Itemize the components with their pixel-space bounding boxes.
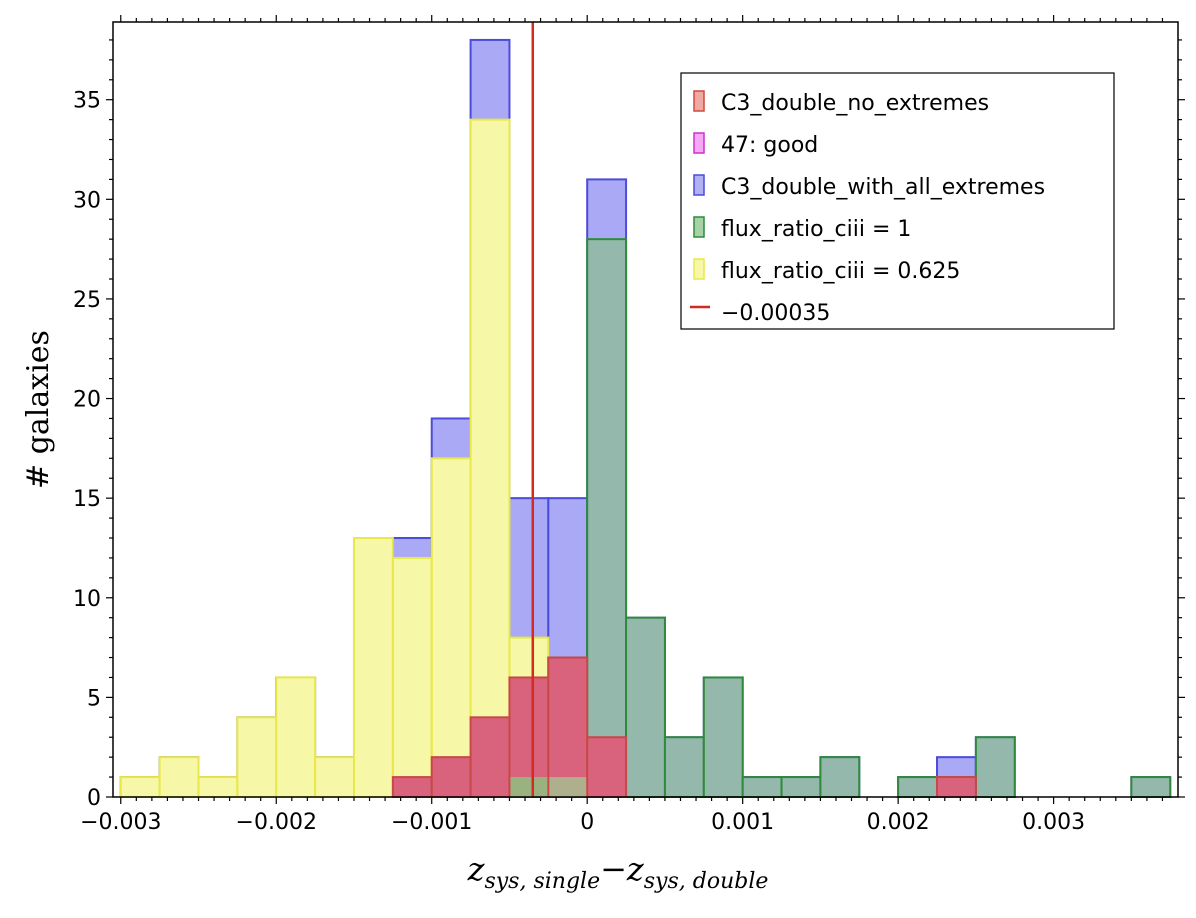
overlap-fill-1 [549,777,587,797]
bar-2-3 [625,616,666,798]
bar-3-0 [391,776,433,799]
overlap-fill-0 [510,777,548,797]
x-label-minus: − [600,850,627,888]
legend-label-2: C3_double_with_all_extremes [721,175,1045,200]
bar-1-4 [275,676,317,798]
y-tick-label: 30 [73,188,101,213]
x-label-sub1: sys, single [484,869,600,894]
bar-1-2 [197,776,239,799]
legend-swatch-0 [693,90,705,112]
bar-3-3 [508,676,550,798]
plot-frame [112,21,1179,798]
bar-2-7 [780,776,822,799]
x-tick-label: −0.001 [391,810,472,835]
bar-2-6 [741,776,783,799]
bar-1-9 [469,118,511,798]
y-tick-label: 5 [87,686,101,711]
bar-2-9 [897,776,939,799]
bar-3-2 [469,716,511,798]
legend-label-4: flux_ratio_ciii = 0.625 [721,259,960,284]
legend-label-5: −0.00035 [721,301,830,326]
bar-1-0 [119,776,161,799]
legend-label-0: C3_double_no_extremes [721,91,989,116]
x-tick-label: −0.002 [236,810,317,835]
legend-swatch-1 [693,132,705,154]
y-tick-label: 20 [73,388,101,413]
bar-3-6 [936,776,977,799]
y-tick-label: 15 [73,487,101,512]
bar-3-5 [586,736,628,799]
legend: C3_double_no_extremes 47: good C3_double_w… [680,72,1115,330]
bar-3-1 [430,756,472,798]
legend-label-1: 47: good [721,133,818,158]
bar-1-1 [158,756,200,798]
bar-2-11 [974,736,1016,799]
bar-2-4 [663,736,705,799]
legend-swatch-2 [693,174,705,196]
x-label-z2: z [626,850,645,888]
bar-1-7 [391,556,433,799]
bar-2-12 [1130,776,1172,799]
x-axis-label: zsys, single−zsys, double [467,850,769,894]
x-tick-label: 0.001 [711,810,774,835]
x-tick-label: 0.003 [1022,810,1085,835]
x-tick-label: 0.002 [867,810,930,835]
bar-1-6 [352,537,394,798]
y-tick-label: 35 [73,89,101,114]
x-label-z1: z [467,850,486,888]
legend-swatch-3 [693,216,705,238]
legend-box [680,72,1115,330]
bar-2-5 [702,676,744,798]
x-axis: −0.003 −0.002 −0.001 0 0.001 0.002 0.003 [80,15,1164,835]
bar-1-8 [430,457,472,798]
y-tick-label: 25 [73,288,101,313]
bar-2-2 [586,238,628,799]
histogram-bars [119,38,1172,799]
x-tick-label: −0.003 [80,810,161,835]
y-axis-label: # galaxies [21,330,56,489]
y-tick-label: 10 [73,587,101,612]
x-tick-label: 0 [580,810,594,835]
bar-1-3 [236,716,278,798]
bar-1-5 [314,756,355,798]
y-tick-label: 0 [87,786,101,811]
x-label-sub2: sys, double [644,869,769,894]
bar-2-8 [819,756,861,798]
bar-3-4 [547,656,589,799]
legend-swatch-4 [693,258,705,280]
legend-label-3: flux_ratio_ciii = 1 [721,217,911,242]
y-axis: 0 5 10 15 20 25 30 35 [73,39,1185,811]
